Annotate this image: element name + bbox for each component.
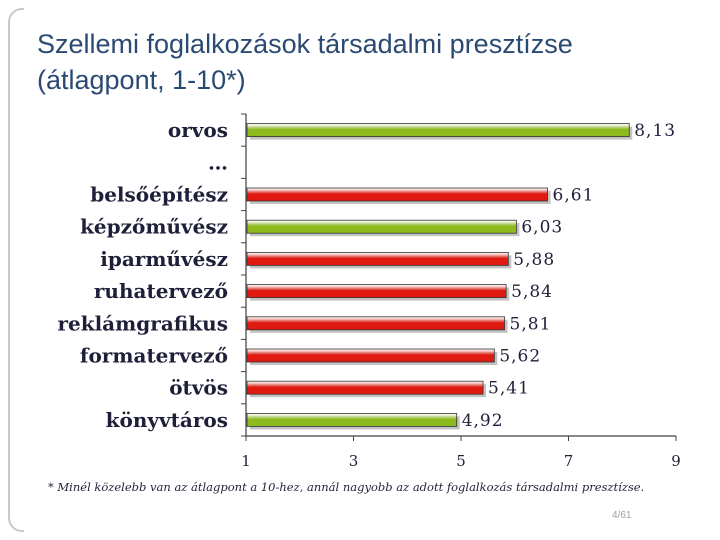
bar bbox=[246, 123, 630, 137]
bar bbox=[246, 316, 505, 331]
slide-bracket-decoration bbox=[8, 8, 24, 532]
bar bbox=[246, 284, 507, 299]
category-label: … bbox=[208, 150, 228, 174]
bar bbox=[246, 251, 509, 266]
value-label: 4,92 bbox=[462, 411, 504, 431]
footnote: * Minél közelebb van az átlagpont a 10-h… bbox=[48, 480, 645, 494]
value-label: 5,41 bbox=[488, 379, 530, 399]
title-line-2: (átlagpont, 1-10*) bbox=[37, 65, 246, 95]
x-tick-label: 7 bbox=[564, 452, 574, 470]
x-tick-label: 5 bbox=[456, 452, 466, 470]
page-number: 4/61 bbox=[612, 510, 632, 521]
x-tick-label: 3 bbox=[349, 452, 359, 470]
bar bbox=[246, 219, 517, 234]
category-label: reklámgrafikus bbox=[57, 311, 228, 335]
category-label: belsőépítész bbox=[90, 183, 228, 207]
x-tick-label: 9 bbox=[671, 452, 681, 470]
category-label: ötvös bbox=[169, 376, 228, 400]
category-label: formatervező bbox=[80, 344, 228, 368]
value-label: 6,61 bbox=[553, 186, 595, 206]
bar bbox=[246, 187, 548, 202]
title-line-1: Szellemi foglalkozások társadalmi preszt… bbox=[37, 29, 573, 59]
value-label: 5,84 bbox=[511, 282, 553, 302]
category-label: iparművész bbox=[100, 247, 228, 271]
category-label: ruhatervező bbox=[94, 279, 228, 303]
value-label: 5,81 bbox=[510, 314, 552, 334]
category-label: orvos bbox=[168, 118, 228, 142]
x-tick-label: 1 bbox=[241, 452, 251, 470]
value-label: 6,03 bbox=[521, 218, 563, 238]
value-label: 5,88 bbox=[513, 250, 555, 270]
value-label: 5,62 bbox=[499, 347, 541, 367]
category-label: képzőművész bbox=[80, 215, 228, 239]
bar bbox=[246, 380, 484, 395]
value-label: 8,13 bbox=[634, 121, 676, 141]
slide-title: Szellemi foglalkozások társadalmi preszt… bbox=[37, 26, 697, 98]
bar bbox=[246, 412, 458, 427]
category-label: könyvtáros bbox=[106, 408, 228, 432]
bar bbox=[246, 348, 495, 363]
